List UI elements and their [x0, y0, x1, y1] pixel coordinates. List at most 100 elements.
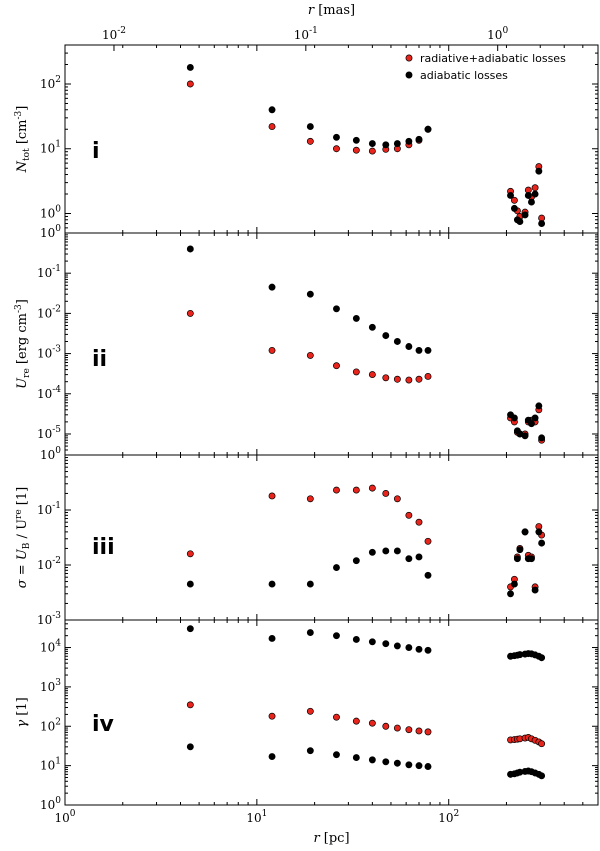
data-point: [531, 190, 539, 198]
data-point: [368, 638, 376, 646]
x-axis-label: r [pc]: [313, 831, 349, 846]
panel-tag-label: iv: [92, 712, 115, 737]
data-point: [333, 751, 340, 759]
data-point: [393, 724, 401, 732]
data-point: [405, 555, 413, 563]
top-tick-label: 10-1: [294, 26, 318, 42]
data-point: [352, 557, 360, 565]
data-point: [306, 495, 314, 503]
data-point: [393, 759, 401, 767]
y-axis-label: γ [1]: [15, 697, 30, 727]
legend-marker: [405, 54, 413, 62]
data-point: [368, 140, 376, 148]
y-tick-label: 103: [40, 678, 61, 694]
data-point: [333, 632, 340, 640]
data-point: [306, 747, 314, 755]
y-tick-label: 10-4: [37, 385, 61, 401]
data-point: [528, 420, 535, 428]
data-point: [415, 727, 423, 735]
data-point: [424, 646, 432, 654]
data-point: [306, 351, 314, 359]
data-point: [368, 371, 376, 379]
data-point: [186, 80, 194, 88]
data-point: [368, 719, 376, 727]
data-point: [268, 346, 276, 354]
y-tick-label: 101: [40, 757, 61, 773]
data-point: [306, 580, 314, 588]
data-point: [352, 146, 360, 154]
y-axis-label: σ = UB / Ure [1]: [14, 487, 32, 588]
data-point: [535, 528, 543, 536]
data-point: [333, 362, 340, 370]
data-point: [516, 546, 524, 554]
top-tick-label: 10-2: [102, 26, 126, 42]
data-point: [531, 184, 539, 192]
y-tick-label: 100: [40, 796, 61, 812]
series-adiabatic-losses: [186, 64, 546, 227]
data-point: [415, 762, 423, 770]
y-tick-label: 100: [40, 446, 61, 462]
panel-frame: [64, 44, 599, 234]
data-point: [405, 137, 413, 145]
data-point: [306, 137, 314, 145]
data-point: [186, 64, 194, 71]
data-point: [405, 761, 413, 769]
data-point: [186, 625, 194, 633]
data-point: [333, 305, 340, 313]
data-point: [186, 309, 194, 317]
data-point: [531, 414, 539, 422]
data-point: [382, 141, 390, 149]
data-point: [510, 580, 518, 588]
data-point: [368, 484, 376, 492]
data-point: [268, 492, 276, 500]
data-point: [186, 701, 194, 709]
data-point: [524, 192, 532, 199]
data-point: [268, 580, 276, 588]
y-axis-label: Ntot [cm-3]: [14, 106, 32, 174]
data-point: [405, 644, 413, 651]
data-point: [424, 125, 432, 133]
data-point: [382, 374, 390, 382]
data-point: [333, 564, 340, 571]
data-point: [333, 145, 340, 153]
data-point: [510, 414, 518, 422]
x-tick-label: 100: [54, 809, 75, 825]
data-point: [415, 346, 423, 354]
data-point: [268, 106, 276, 114]
data-point: [405, 343, 413, 350]
data-point: [333, 486, 340, 494]
data-point: [368, 756, 376, 764]
data-point: [415, 375, 423, 383]
data-point: [186, 550, 194, 558]
y-axis-label: Ure [erg cm-3]: [14, 299, 32, 389]
data-point: [393, 375, 401, 383]
data-point: [424, 346, 432, 354]
data-point: [382, 758, 390, 766]
series-adiabatic-losses-gamma-max-: [186, 625, 546, 662]
data-point: [393, 140, 401, 148]
panel-frame: [64, 232, 599, 456]
panel-tag-label: ii: [92, 347, 107, 372]
legend-marker: [405, 71, 413, 79]
data-point: [352, 368, 360, 376]
series-radiative-adiabatic-losses: [186, 484, 546, 591]
data-point: [535, 402, 543, 410]
data-point: [510, 196, 518, 204]
data-point: [415, 553, 423, 561]
data-point: [382, 640, 390, 648]
y-tick-label: 100: [40, 224, 61, 240]
series-adiabatic-losses: [186, 528, 546, 598]
data-point: [352, 754, 360, 762]
legend-label: radiative+adiabatic losses: [420, 52, 566, 65]
data-point: [368, 323, 376, 331]
y-tick-label: 101: [40, 140, 61, 156]
series-radiative-adiabatic-losses: [186, 701, 546, 748]
y-tick-label: 10-2: [37, 556, 61, 572]
data-point: [513, 555, 521, 563]
data-point: [528, 198, 535, 206]
panel-tag-label: iii: [92, 535, 115, 560]
data-point: [424, 728, 432, 736]
data-point: [521, 211, 529, 219]
x-axis: 100 101 102 r [pc] 10-2 10-1 100 r [mas]: [54, 3, 508, 846]
panel-iii: 10-3 10-2 10-1 100 σ = UB / Ure [1] iii: [14, 446, 599, 627]
